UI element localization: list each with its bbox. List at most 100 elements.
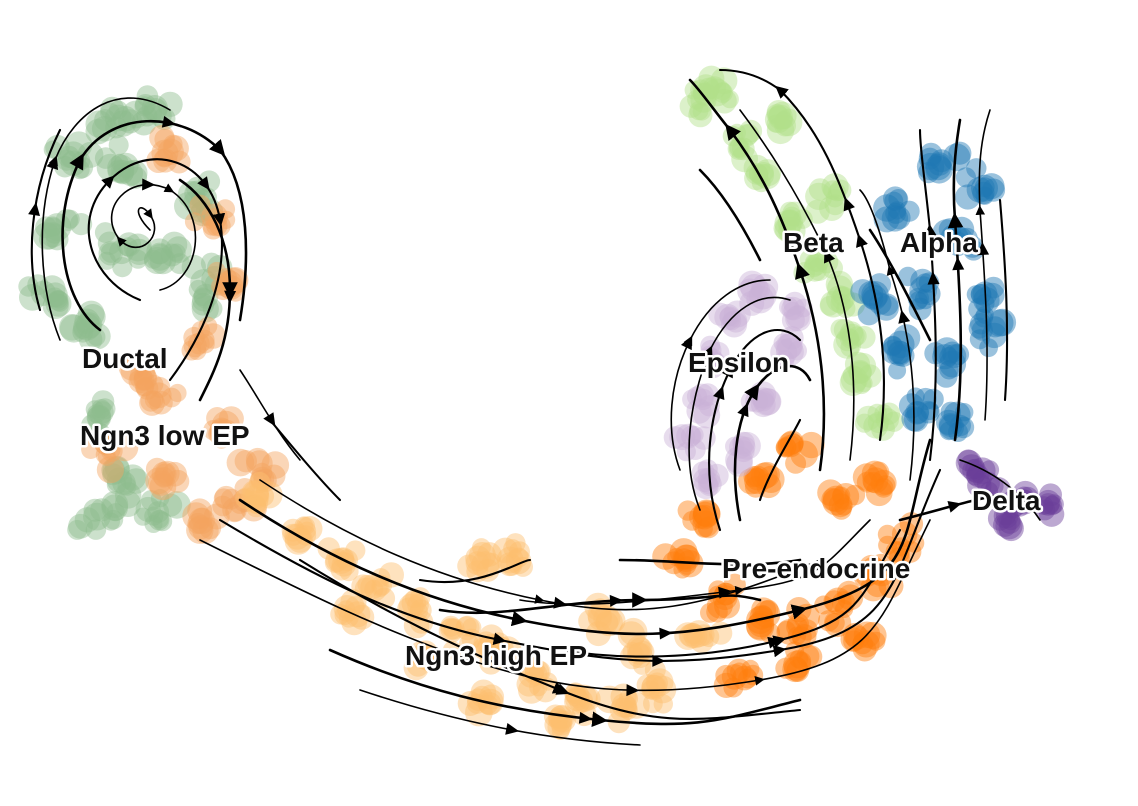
cell-point [863,471,884,493]
cell-point [143,98,168,122]
cell-point [209,419,233,442]
cell-point [49,290,68,309]
cell-point [471,551,499,579]
cell-point [89,405,111,427]
cell-point [918,147,941,170]
cell-point [733,431,761,460]
cell-point [831,286,856,311]
cell-point [96,456,124,484]
cell-point [785,305,812,332]
streamline [859,189,915,481]
cell-point [783,650,811,679]
cell-point [406,654,430,677]
cell-point [133,367,158,391]
cell-point [839,321,864,345]
cell-point [118,353,146,381]
cell-point [595,685,624,714]
cell-point [898,266,918,287]
cell-point [968,317,990,339]
cell-point [234,450,257,473]
cell-point [925,156,953,184]
cell-point [440,615,462,637]
cell-point [188,332,210,355]
cell-point [1036,493,1060,516]
cell-point [145,457,169,480]
cell-point [155,463,176,484]
cell-point [847,326,867,346]
cell-point [889,344,910,365]
cell-point [703,358,724,379]
cell-point [770,339,798,366]
cell-point [55,209,78,232]
cell-point [820,290,847,318]
cell-point [86,405,111,430]
cell-point [338,607,359,628]
cell-point [852,637,877,662]
cell-point [676,442,696,462]
cell-point [693,82,718,107]
cell-point [118,109,143,134]
cell-point [690,383,715,408]
cell-point [993,513,1017,537]
cell-point [687,89,708,110]
stream-arrow [680,335,693,351]
cell-point [752,387,775,410]
cell-point [825,270,854,299]
cell-point [246,450,273,477]
cell-point [887,206,911,230]
cell-point [410,587,431,608]
cell-point [477,688,504,715]
cell-point [79,304,106,330]
cell-point [995,512,1023,540]
cell-point [1008,494,1031,517]
cell-point [481,552,502,573]
cell-point [75,312,103,339]
cell-point [438,618,464,643]
cell-point [941,341,963,364]
cell-point [144,515,163,533]
streamline [698,168,762,262]
label-epsilon: Epsilon [688,347,789,378]
cell-point [150,489,170,508]
cell-point [148,242,171,265]
cell-point [548,704,577,733]
cell-point [477,542,502,567]
cell-point [1034,499,1056,521]
cell-point [187,498,213,524]
cell-point [109,100,128,120]
cell-point [782,656,809,683]
cell-point [78,327,103,352]
cell-point [686,398,712,424]
cell-point [852,633,873,655]
cell-point [888,340,912,365]
cell-point [235,487,257,510]
cell-point [841,328,860,347]
cell-point [696,383,720,406]
cell-point [714,303,741,331]
cell-point [336,600,356,619]
cell-point [777,431,804,458]
cell-point [201,266,228,293]
cell-point [1014,486,1034,506]
cell-point [242,480,269,507]
cell-point [101,494,128,521]
cell-point [200,252,222,274]
cell-point [688,103,713,128]
cell-point [218,406,244,432]
cell-point [141,95,168,122]
cell-point [186,516,214,544]
cell-point [149,473,177,501]
cell-point [686,386,708,407]
cell-point [204,273,227,296]
cell-point [744,468,771,495]
cell-point [702,78,731,107]
cell-point [691,461,715,484]
cell-point [826,285,854,313]
cell-point [724,309,748,333]
cell-point [403,655,429,681]
cell-point [873,478,894,498]
cell-point [962,459,985,482]
streamline [238,438,932,636]
streamline [438,592,762,615]
cell-point [680,425,702,447]
